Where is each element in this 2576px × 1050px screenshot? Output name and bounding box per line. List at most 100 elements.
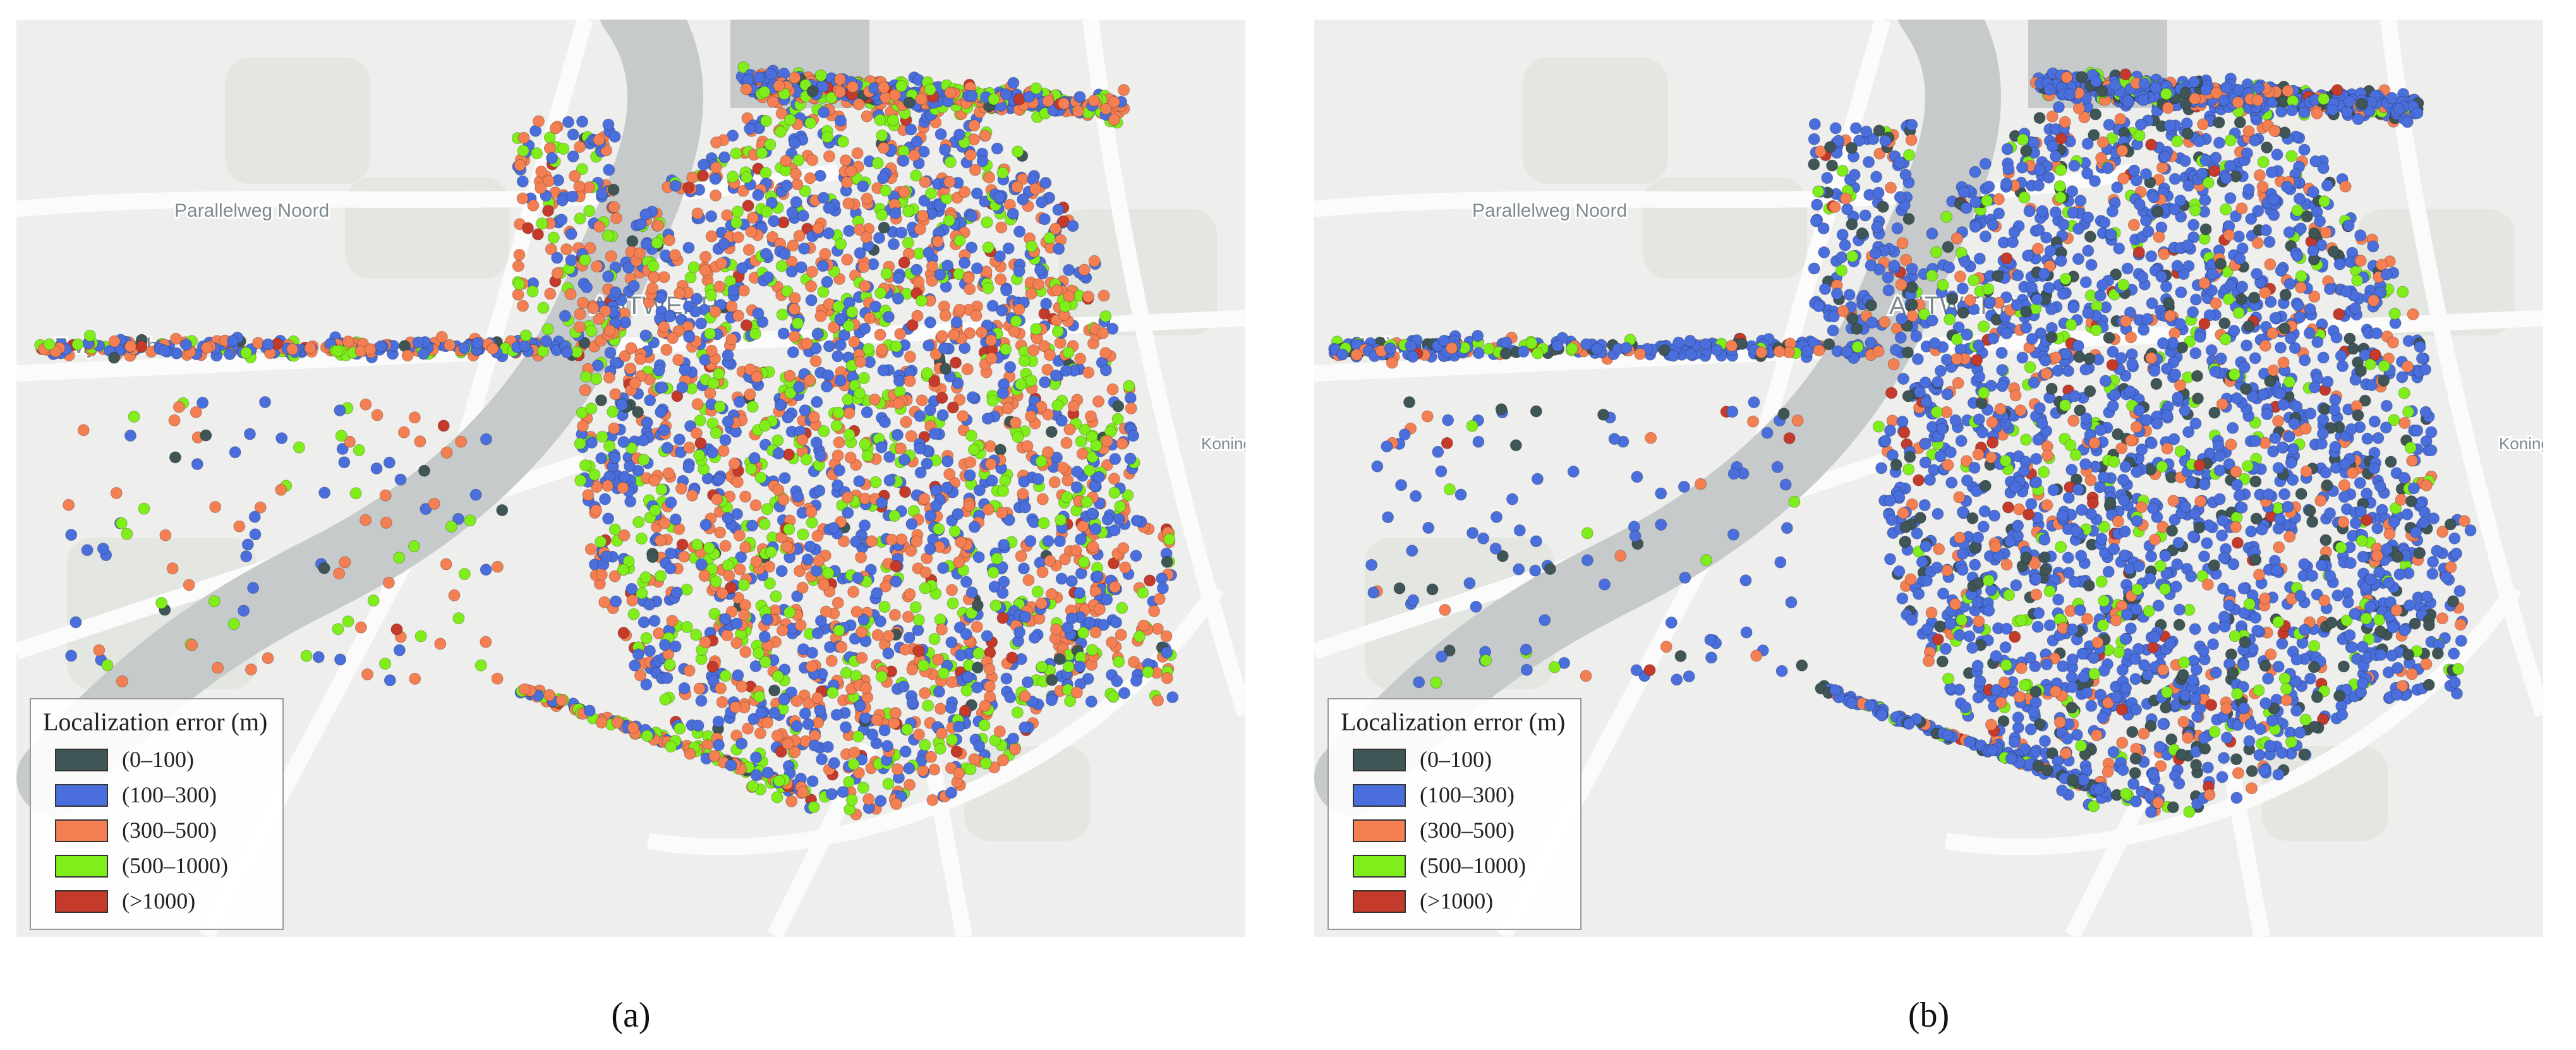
location-dot bbox=[542, 205, 554, 217]
location-dot bbox=[608, 452, 621, 464]
location-dot bbox=[2052, 593, 2065, 606]
location-dot bbox=[893, 375, 905, 387]
location-dot bbox=[714, 526, 727, 539]
location-dot bbox=[835, 641, 848, 653]
location-dot bbox=[953, 556, 965, 569]
location-dot bbox=[318, 562, 330, 574]
location-dot bbox=[644, 644, 656, 657]
location-dot bbox=[1106, 383, 1119, 395]
location-dot bbox=[1088, 255, 1101, 267]
location-dot bbox=[683, 442, 696, 454]
location-dot bbox=[845, 794, 858, 806]
location-dot bbox=[585, 325, 598, 337]
location-dot bbox=[882, 647, 895, 660]
location-dot bbox=[1087, 94, 1100, 107]
location-dot bbox=[692, 720, 704, 732]
location-dot bbox=[1911, 353, 1924, 365]
location-dot bbox=[318, 486, 331, 499]
park bbox=[225, 57, 370, 184]
location-dot bbox=[818, 106, 830, 119]
location-dot bbox=[775, 565, 788, 577]
location-dot bbox=[1074, 353, 1087, 365]
location-dot bbox=[993, 191, 1006, 203]
location-dot bbox=[1886, 414, 1899, 427]
location-dot bbox=[912, 275, 925, 288]
location-dot bbox=[618, 529, 631, 541]
location-dot bbox=[1013, 626, 1026, 639]
location-dot bbox=[452, 612, 465, 625]
location-dot bbox=[247, 582, 260, 594]
location-dot bbox=[540, 335, 552, 347]
location-dot bbox=[821, 131, 833, 143]
location-dot bbox=[541, 323, 554, 335]
location-dot bbox=[408, 411, 421, 424]
location-dot bbox=[1078, 556, 1090, 569]
location-dot bbox=[1039, 177, 1052, 189]
location-dot bbox=[1117, 542, 1130, 555]
location-dot bbox=[916, 394, 928, 407]
location-dot bbox=[1137, 619, 1150, 632]
location-dot bbox=[792, 317, 804, 330]
location-dot bbox=[822, 227, 835, 239]
location-dot bbox=[945, 702, 957, 714]
location-dot bbox=[752, 307, 765, 320]
location-dot bbox=[583, 205, 596, 217]
location-dot bbox=[778, 472, 791, 485]
location-dot bbox=[722, 415, 734, 428]
location-dot bbox=[1973, 252, 1986, 265]
location-dot bbox=[619, 317, 632, 329]
location-dot bbox=[519, 340, 531, 353]
location-dot bbox=[241, 538, 254, 551]
location-dot bbox=[812, 222, 825, 234]
location-dot bbox=[240, 347, 252, 359]
location-dot bbox=[713, 473, 725, 486]
location-dot bbox=[770, 590, 782, 603]
location-dot bbox=[910, 535, 922, 548]
location-dot bbox=[924, 543, 936, 555]
location-dot bbox=[1007, 76, 1020, 89]
location-dot bbox=[713, 739, 725, 751]
location-dot bbox=[648, 474, 661, 487]
location-dot bbox=[585, 402, 598, 415]
location-dot bbox=[785, 795, 798, 807]
location-dot bbox=[417, 347, 430, 360]
location-dot bbox=[744, 389, 756, 401]
location-dot bbox=[765, 546, 777, 558]
location-dot bbox=[899, 643, 912, 656]
location-dot bbox=[2076, 504, 2088, 516]
location-dot bbox=[952, 508, 964, 521]
location-dot bbox=[941, 259, 954, 272]
location-dot bbox=[664, 562, 677, 575]
location-dot bbox=[1000, 343, 1012, 356]
location-dot bbox=[2295, 488, 2307, 500]
location-dot bbox=[706, 446, 718, 459]
location-dot bbox=[871, 629, 884, 641]
location-dot bbox=[959, 704, 971, 717]
location-dot bbox=[674, 287, 686, 299]
location-dot bbox=[709, 305, 722, 318]
location-dot bbox=[590, 373, 603, 385]
location-dot bbox=[577, 296, 590, 309]
location-dot bbox=[946, 401, 959, 414]
location-dot bbox=[1124, 392, 1137, 404]
location-dot bbox=[982, 282, 995, 294]
location-dot bbox=[833, 464, 845, 476]
location-dot bbox=[445, 521, 457, 533]
location-dot bbox=[944, 156, 957, 168]
map-label: Koning Bo bbox=[1201, 434, 1277, 453]
location-dot bbox=[262, 652, 274, 665]
location-dot bbox=[825, 655, 838, 667]
location-dot bbox=[960, 628, 972, 641]
location-dot bbox=[544, 287, 557, 300]
location-dot bbox=[728, 457, 741, 470]
location-dot bbox=[1114, 500, 1127, 512]
location-dot bbox=[658, 639, 671, 651]
location-dot bbox=[961, 363, 974, 375]
location-dot bbox=[664, 547, 677, 560]
location-dot bbox=[905, 430, 917, 442]
location-dot bbox=[2230, 753, 2242, 766]
location-dot bbox=[1077, 520, 1089, 533]
location-dot bbox=[138, 502, 150, 515]
location-dot bbox=[1123, 380, 1135, 392]
location-dot bbox=[371, 409, 384, 421]
